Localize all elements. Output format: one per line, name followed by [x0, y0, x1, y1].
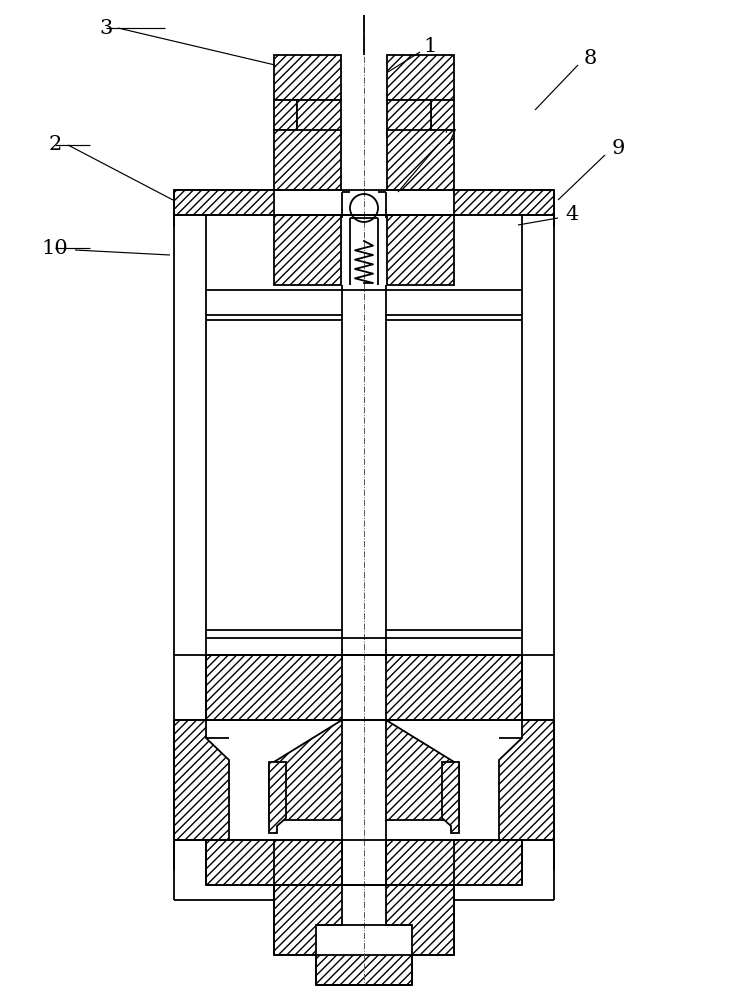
Text: 4: 4 [566, 206, 579, 225]
Polygon shape [386, 885, 454, 955]
Polygon shape [274, 130, 341, 190]
Polygon shape [387, 55, 454, 100]
Polygon shape [386, 655, 522, 720]
Polygon shape [386, 840, 522, 885]
Text: 9: 9 [612, 138, 625, 157]
Polygon shape [206, 840, 342, 885]
Polygon shape [274, 100, 297, 130]
Polygon shape [387, 130, 454, 190]
Text: 3: 3 [99, 18, 113, 37]
Polygon shape [442, 762, 459, 833]
Text: 10: 10 [42, 238, 69, 257]
Polygon shape [454, 190, 554, 215]
Polygon shape [269, 720, 342, 820]
Polygon shape [297, 100, 341, 135]
Text: 8: 8 [583, 48, 596, 68]
Polygon shape [269, 762, 286, 833]
Polygon shape [174, 720, 229, 840]
Polygon shape [174, 190, 274, 215]
Text: 7: 7 [443, 128, 456, 147]
Polygon shape [431, 100, 454, 130]
Polygon shape [206, 655, 342, 720]
Polygon shape [387, 100, 431, 135]
Polygon shape [387, 215, 454, 285]
Polygon shape [274, 885, 342, 955]
Text: 2: 2 [48, 135, 62, 154]
Polygon shape [499, 720, 554, 840]
Polygon shape [316, 955, 412, 985]
Text: 1: 1 [424, 36, 437, 55]
Polygon shape [386, 720, 459, 820]
Polygon shape [274, 55, 341, 100]
Polygon shape [274, 215, 341, 285]
